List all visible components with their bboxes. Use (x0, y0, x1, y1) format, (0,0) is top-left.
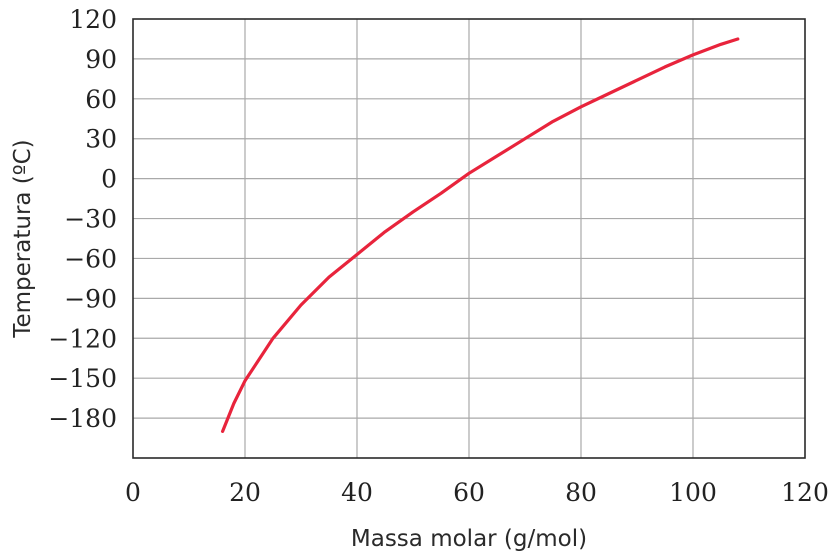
y-tick-label: −150 (48, 364, 117, 393)
y-tick-label: 30 (85, 125, 117, 154)
series-line (221, 37, 740, 433)
y-tick-labels: 120 90 60 30 0 −30 −60 −90 −120 −150 −180 (48, 5, 117, 433)
x-axis-title: Massa molar (g/mol) (351, 526, 587, 552)
y-tick-label: −180 (48, 404, 117, 433)
y-tick-label: −120 (48, 324, 117, 353)
plot-frame (132, 18, 806, 459)
grid (133, 19, 805, 458)
x-tick-label: 80 (565, 478, 597, 507)
y-tick-label: −90 (64, 284, 117, 313)
y-tick-label: 120 (69, 5, 117, 34)
y-tick-label: −30 (64, 205, 117, 234)
y-tick-label: −60 (64, 244, 117, 273)
y-tick-label: 90 (85, 45, 117, 74)
x-tick-label: 100 (669, 478, 717, 507)
x-tick-label: 60 (453, 478, 485, 507)
x-tick-label: 20 (229, 478, 261, 507)
x-tick-label: 0 (125, 478, 141, 507)
y-tick-label: 60 (85, 85, 117, 114)
x-tick-label: 120 (781, 478, 829, 507)
y-axis-title: Temperatura (ºC) (10, 139, 36, 338)
y-tick-label: 0 (101, 165, 117, 194)
x-tick-label: 40 (341, 478, 373, 507)
x-tick-labels: 0 20 40 60 80 100 120 (125, 478, 829, 507)
series-layer (221, 37, 740, 433)
